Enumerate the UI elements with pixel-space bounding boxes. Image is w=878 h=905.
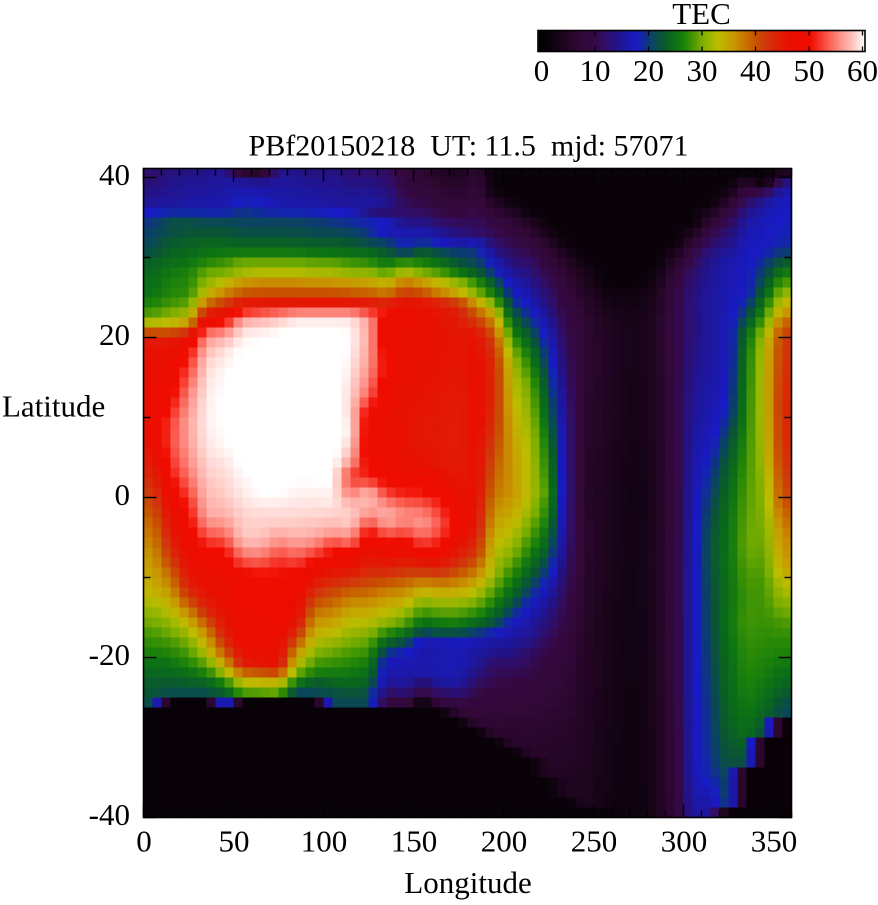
svg-text:20: 20	[633, 53, 664, 88]
svg-text:TEC: TEC	[672, 0, 731, 31]
svg-text:150: 150	[391, 824, 438, 859]
svg-text:10: 10	[580, 53, 611, 88]
svg-text:60: 60	[847, 53, 878, 88]
svg-text:40: 40	[740, 53, 771, 88]
svg-text:50: 50	[794, 53, 825, 88]
svg-text:Longitude: Longitude	[404, 865, 531, 900]
svg-text:20: 20	[99, 317, 130, 352]
svg-text:50: 50	[219, 824, 250, 859]
svg-text:250: 250	[571, 824, 618, 859]
svg-text:300: 300	[661, 824, 708, 859]
svg-text:-40: -40	[89, 797, 130, 832]
svg-text:200: 200	[481, 824, 528, 859]
svg-text:0: 0	[534, 53, 550, 88]
svg-text:-20: -20	[89, 637, 130, 672]
svg-text:30: 30	[687, 53, 718, 88]
svg-text:Latitude: Latitude	[2, 389, 105, 424]
svg-text:0: 0	[136, 824, 152, 859]
svg-text:PBf20150218 UT: 11.5 mjd: 57: PBf20150218 UT: 11.5 mjd: 57071	[249, 130, 689, 163]
svg-text:0: 0	[115, 477, 131, 512]
svg-text:40: 40	[99, 157, 130, 192]
svg-text:100: 100	[301, 824, 348, 859]
svg-text:350: 350	[751, 824, 798, 859]
